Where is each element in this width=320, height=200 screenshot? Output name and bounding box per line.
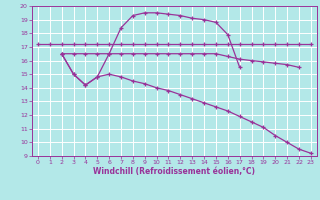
- X-axis label: Windchill (Refroidissement éolien,°C): Windchill (Refroidissement éolien,°C): [93, 167, 255, 176]
